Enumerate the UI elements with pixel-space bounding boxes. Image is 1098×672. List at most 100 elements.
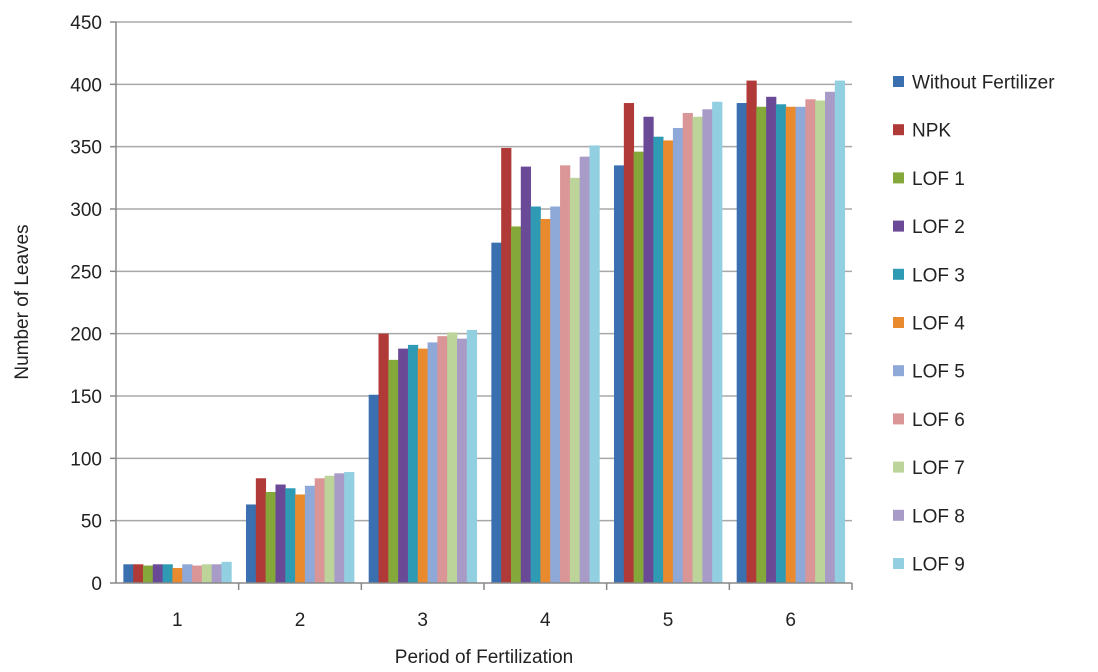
bar	[407, 344, 419, 583]
bar	[702, 109, 713, 584]
x-tick-label: 4	[540, 610, 551, 631]
legend-label: NPK	[912, 121, 951, 142]
bar	[672, 127, 684, 583]
legend-swatch	[893, 509, 904, 521]
legend-swatch	[893, 413, 904, 425]
bar	[275, 484, 286, 583]
legend-label: LOF 3	[912, 265, 965, 286]
y-tick-label: 450	[70, 13, 102, 34]
bar	[633, 151, 644, 584]
bar	[388, 359, 399, 583]
legend-label: LOF 7	[912, 458, 965, 479]
bar	[614, 165, 625, 583]
bar	[653, 136, 664, 583]
legend-swatch	[893, 76, 904, 87]
bar	[623, 103, 635, 584]
bar	[123, 564, 134, 583]
bar	[201, 564, 213, 583]
y-axis-title: Number of Leaves	[12, 224, 33, 379]
x-axis-title: Period of Fertilization	[395, 647, 573, 668]
bar	[255, 478, 267, 583]
bar	[756, 106, 767, 584]
bar	[152, 564, 164, 583]
y-tick-label: 350	[70, 138, 102, 159]
bar	[579, 156, 590, 583]
bar	[304, 485, 316, 583]
legend-label: LOF 9	[912, 555, 965, 576]
legend-label: LOF 5	[912, 362, 965, 383]
bar	[334, 473, 345, 583]
legend-swatch	[893, 124, 904, 136]
legend: Without Fertilizer NPK LOF 1 LOF 2 LOF 3 LOF …	[893, 73, 1055, 576]
bar	[530, 206, 541, 584]
x-tick-label: 6	[785, 610, 796, 631]
x-tick-label: 5	[663, 610, 674, 631]
bar	[344, 472, 355, 583]
bar	[437, 336, 448, 583]
y-tick-label: 150	[70, 387, 102, 408]
bar	[766, 96, 777, 584]
bar	[417, 348, 428, 583]
bar	[324, 475, 335, 583]
bars	[123, 80, 846, 584]
bar	[398, 348, 409, 583]
bar	[133, 564, 144, 583]
gridlines	[116, 21, 852, 522]
bar	[466, 329, 478, 583]
bar	[295, 494, 306, 583]
bar	[314, 478, 325, 583]
y-axis-ticks: 0 50 100 150 200 250 300 350 400 450	[70, 13, 116, 595]
bar	[643, 116, 654, 583]
legend-label: LOF 8	[912, 506, 965, 527]
y-tick-label: 300	[70, 200, 102, 221]
y-tick-label: 250	[70, 262, 102, 283]
bar	[682, 113, 693, 584]
bar	[589, 145, 600, 584]
bar	[663, 140, 674, 583]
bar	[560, 165, 571, 583]
legend-label: LOF 6	[912, 410, 965, 431]
bar	[491, 242, 502, 583]
bar	[368, 394, 379, 583]
bar	[520, 166, 532, 583]
bar	[775, 104, 787, 583]
legend-swatch	[893, 558, 904, 569]
legend-swatch	[893, 317, 904, 328]
bar	[805, 99, 816, 583]
bar	[378, 333, 389, 583]
bar	[825, 91, 836, 584]
bar	[795, 106, 806, 584]
bar	[736, 103, 747, 584]
bar	[815, 100, 826, 583]
bar	[265, 491, 276, 583]
y-tick-label: 100	[70, 449, 102, 470]
legend-label: Without Fertilizer	[912, 73, 1055, 94]
x-tick-label: 1	[172, 610, 183, 631]
bar	[569, 177, 581, 584]
x-tick-label: 2	[295, 610, 306, 631]
legend-label: LOF 2	[912, 217, 965, 238]
bar	[457, 338, 468, 583]
bar	[834, 80, 846, 584]
bar	[142, 565, 154, 583]
legend-swatch	[893, 172, 904, 184]
bar	[692, 116, 703, 583]
bar	[746, 80, 757, 584]
legend-swatch	[893, 268, 904, 280]
bar	[182, 564, 193, 583]
y-tick-label: 200	[70, 325, 102, 346]
y-tick-label: 50	[81, 512, 102, 533]
bar	[447, 332, 458, 583]
bar	[211, 564, 222, 583]
bar	[712, 101, 723, 583]
bar	[540, 218, 551, 583]
legend-label: LOF 4	[912, 314, 965, 335]
bar	[172, 568, 183, 583]
legend-swatch	[893, 461, 904, 473]
bar	[162, 564, 173, 583]
legend-swatch	[893, 220, 904, 232]
legend-swatch	[893, 365, 904, 377]
legend-label: LOF 1	[912, 169, 965, 190]
bar	[285, 488, 296, 583]
